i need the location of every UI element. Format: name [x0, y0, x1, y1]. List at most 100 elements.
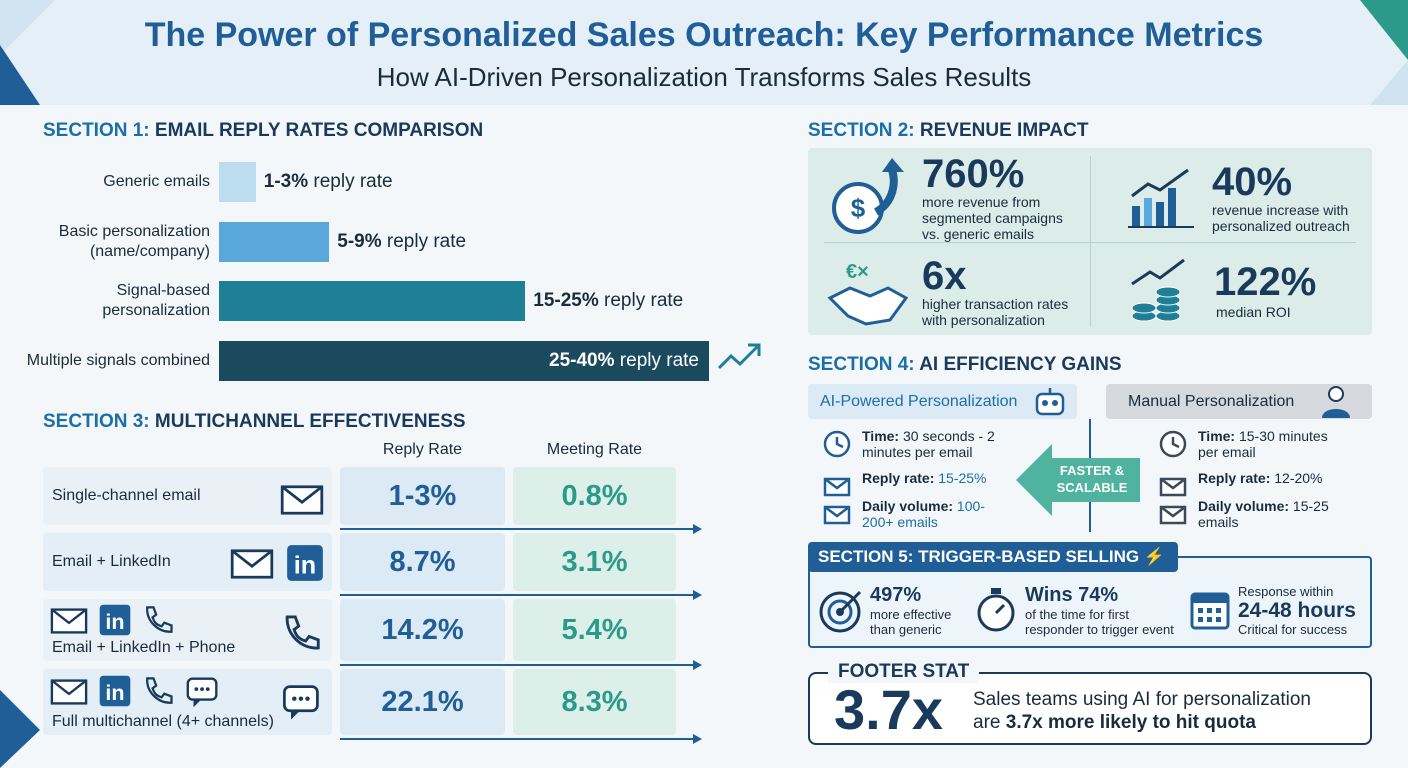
value-suffix: reply rate [313, 171, 393, 192]
trigger-text: more effective than generic [870, 607, 952, 637]
svg-text:$: $ [851, 193, 866, 223]
item-text: 15-30 minutes per email [1198, 428, 1328, 460]
arrow-shape [1016, 444, 1140, 516]
trigger-value: 24-48 hours [1238, 599, 1356, 622]
trigger-text: Critical for success [1238, 622, 1348, 637]
footer-panel [808, 672, 1372, 745]
trigger-text: of the time for first responder to trigg… [1025, 607, 1174, 637]
row-label-box [43, 533, 332, 591]
title: The Power of Personalized Sales Outreach… [144, 16, 1264, 54]
row-arrow-head [693, 734, 702, 744]
value-suffix: reply rate [604, 290, 684, 311]
row-arrow [340, 664, 695, 666]
person-icon [1322, 386, 1350, 418]
divider [1090, 156, 1091, 327]
chat-icon [186, 677, 218, 708]
bolt-icon: ⚡ [1143, 547, 1166, 566]
value-suffix: reply rate [619, 350, 699, 371]
handshake-icon: €× [827, 261, 909, 326]
stopwatch-icon [977, 588, 1015, 632]
chat-icon [283, 685, 319, 720]
reply-cell: 22.1% [340, 669, 505, 735]
metric-text: more revenue from segmented campaigns vs… [922, 194, 1063, 242]
trigger-value: 497% [870, 584, 922, 606]
revenue-panel: $ €× 760% more revenue from segmented ca… [808, 148, 1372, 335]
metric-value: 122% [1214, 260, 1317, 304]
metric-text: higher transaction rates with personaliz… [922, 296, 1069, 328]
value-text: 5-9% [337, 231, 382, 252]
section-title: AI EFFICIENCY GAINS [919, 354, 1122, 375]
revenue-icon: $ [832, 158, 904, 234]
reply-cell: 14.2% [340, 599, 505, 661]
trigger-pre: Response within [1238, 584, 1334, 599]
value-label: 1-3% reply rate [264, 171, 393, 193]
category-label: Signal-based personalization [102, 282, 210, 319]
section-title: EMAIL REPLY RATES COMPARISON [154, 120, 484, 141]
bar [219, 281, 526, 321]
mail-icon [50, 608, 88, 634]
item: Daily volume: 15-25 emails [1198, 498, 1338, 530]
row-arrow [340, 594, 695, 596]
ai-tab: AI-Powered Personalization [808, 384, 1077, 419]
column-header: Meeting Rate [546, 441, 643, 458]
item-icon [823, 505, 851, 525]
metric-value: 6x [922, 254, 967, 298]
row-arrow-head [693, 660, 702, 670]
column-header: Reply Rate [382, 441, 463, 458]
bar [219, 222, 330, 262]
subtitle: How AI-Driven Personalization Transforms… [376, 62, 1032, 92]
section-heading: SECTION 3: MULTICHANNEL EFFECTIVENESS [43, 411, 466, 433]
value-label: 25-40% reply rate [219, 350, 699, 372]
mail-icon [230, 549, 274, 579]
section-heading: SECTION 5: TRIGGER-BASED SELLING ⚡ [808, 542, 1178, 572]
calendar-icon [1190, 592, 1230, 630]
item-label: Time: [862, 428, 900, 444]
footer-text-part: are [973, 712, 1001, 733]
row-arrow-head [693, 524, 702, 534]
tab-title: AI-Powered Personalization [820, 393, 1018, 410]
category-label: Multiple signals combined [26, 352, 210, 369]
row-label: Email + LinkedIn [52, 553, 171, 570]
svg-text:in: in [105, 609, 124, 634]
meeting-cell: 3.1% [513, 533, 676, 591]
item: Daily volume: 100-200+ emails [862, 498, 1002, 530]
footer-heading: FOOTER STAT [828, 661, 980, 683]
in-icon: in [99, 604, 131, 636]
robot-icon [1035, 388, 1065, 416]
metric-text: revenue increase with personalized outre… [1212, 202, 1350, 234]
mail-icon [280, 485, 324, 515]
phone-icon [146, 677, 173, 704]
footer-value: 3.7x [834, 678, 943, 741]
section-title: MULTICHANNEL EFFECTIVENESS [154, 411, 466, 432]
value-text: 15-25% [533, 290, 599, 311]
trigger-value: Wins 74% [1025, 584, 1119, 606]
item-label: Reply rate: [1198, 470, 1271, 486]
item-label: Daily volume: [1198, 498, 1290, 514]
section-title: SECTION 5: TRIGGER-BASED SELLING [818, 547, 1140, 566]
item: Time: 30 seconds - 2 minutes per email [862, 428, 1002, 460]
category-label: Generic emails [103, 173, 210, 190]
in-icon: in [99, 675, 131, 707]
manual-tab: Manual Personalization [1106, 384, 1372, 419]
phone-icon [285, 615, 320, 650]
meeting-cell: 5.4% [513, 599, 676, 661]
section-prefix: SECTION 3: [43, 411, 150, 432]
section-prefix: SECTION 1: [43, 120, 150, 141]
item: Reply rate: 12-20% [1198, 470, 1398, 486]
section-prefix: SECTION 4: [808, 354, 915, 375]
arrow-label: FASTER & SCALABLE [1056, 463, 1128, 495]
reply-cell: 8.7% [340, 533, 505, 591]
meeting-cell: 8.3% [513, 669, 676, 735]
chart-icon [1128, 168, 1194, 228]
item-text: 15-25 emails [1198, 498, 1329, 530]
trend-icon [717, 343, 761, 370]
value-text: 25-40% [549, 350, 615, 371]
footer-text-bold: 3.7x more likely to hit quota [1005, 712, 1256, 733]
category-label: Basic personalization (name/company) [58, 223, 210, 260]
item-text: 100-200+ emails [862, 498, 985, 530]
value-label: 5-9% reply rate [337, 231, 466, 253]
svg-text:in: in [294, 552, 316, 580]
mail-icon [50, 679, 88, 705]
section-heading: SECTION 2: REVENUE IMPACT [808, 120, 1088, 142]
